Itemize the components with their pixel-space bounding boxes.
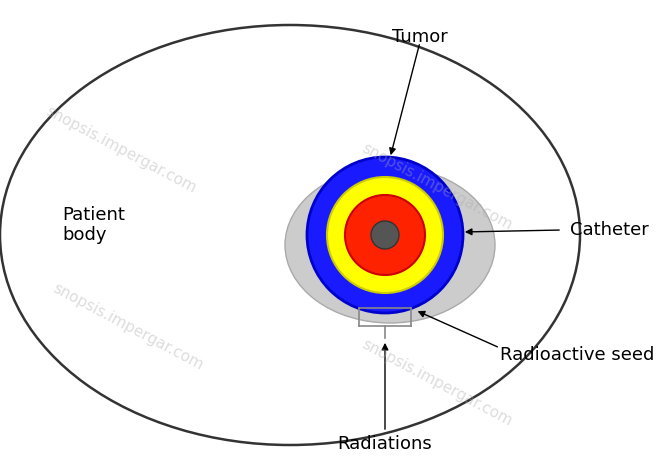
Circle shape (327, 177, 443, 293)
Text: snopsis.impergar.com: snopsis.impergar.com (359, 337, 515, 429)
Text: Patient
body: Patient body (62, 205, 125, 244)
Ellipse shape (0, 25, 580, 445)
Circle shape (371, 221, 399, 249)
Circle shape (345, 195, 425, 275)
Text: Catheter: Catheter (570, 221, 648, 239)
Text: snopsis.impergar.com: snopsis.impergar.com (359, 141, 515, 233)
Text: snopsis.impergar.com: snopsis.impergar.com (43, 103, 199, 196)
Ellipse shape (285, 167, 495, 323)
Circle shape (307, 157, 463, 313)
Text: Radioactive seed: Radioactive seed (500, 346, 655, 364)
Text: Radiations: Radiations (337, 435, 432, 453)
Text: snopsis.impergar.com: snopsis.impergar.com (50, 281, 206, 373)
Text: Tumor: Tumor (392, 28, 448, 46)
